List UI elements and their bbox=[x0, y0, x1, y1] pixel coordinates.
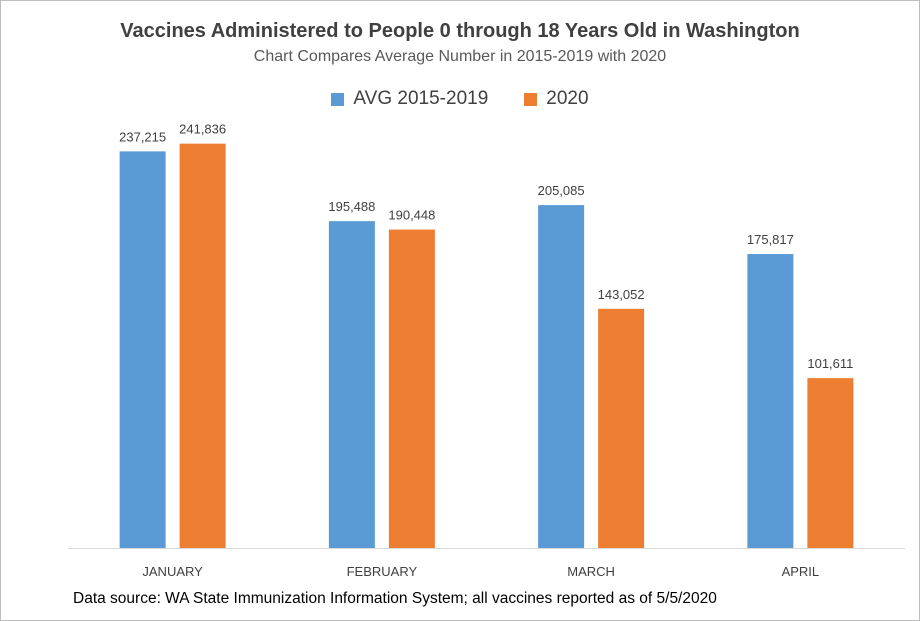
legend-label-2020: 2020 bbox=[546, 88, 589, 109]
legend-label-avg: AVG 2015-2019 bbox=[353, 88, 489, 109]
data-label-april-series-1: 101,611 bbox=[807, 356, 853, 371]
bar-april-series-0 bbox=[747, 254, 794, 548]
data-label-april-series-0: 175,817 bbox=[747, 232, 794, 247]
legend-item-avg: AVG 2015-2019 bbox=[331, 88, 488, 110]
bar-april-series-1 bbox=[807, 378, 854, 548]
data-source-note: Data source: WA State Immunization Infor… bbox=[73, 590, 717, 607]
bar-february-series-0 bbox=[328, 221, 375, 549]
data-label-january-series-0: 237,215 bbox=[119, 129, 166, 144]
data-label-february-series-0: 195,488 bbox=[328, 199, 375, 214]
data-label-february-series-1: 190,448 bbox=[388, 208, 435, 223]
bar-january-series-1 bbox=[179, 143, 226, 548]
x-tick-label-february: FEBRUARY bbox=[347, 564, 418, 579]
data-label-march-series-1: 143,052 bbox=[598, 287, 645, 302]
bar-march-series-1 bbox=[598, 308, 645, 548]
chart-subtitle: Chart Compares Average Number in 2015-20… bbox=[253, 48, 667, 65]
chart-title: Vaccines Administered to People 0 throug… bbox=[120, 20, 800, 42]
chart-legend: AVG 2015-2019 2020 bbox=[0, 88, 920, 110]
x-tick-label-march: MARCH bbox=[567, 564, 615, 579]
x-tick-label-january: JANUARY bbox=[142, 564, 203, 579]
legend-swatch-avg bbox=[331, 92, 345, 106]
data-label-january-series-1: 241,836 bbox=[179, 122, 226, 137]
bar-february-series-1 bbox=[388, 229, 435, 549]
x-tick-label-april: APRIL bbox=[782, 564, 820, 579]
legend-swatch-2020 bbox=[524, 92, 538, 106]
data-label-march-series-0: 205,085 bbox=[538, 183, 585, 198]
legend-item-2020: 2020 bbox=[524, 88, 589, 110]
bar-march-series-0 bbox=[538, 205, 585, 548]
bar-january-series-0 bbox=[119, 151, 166, 548]
